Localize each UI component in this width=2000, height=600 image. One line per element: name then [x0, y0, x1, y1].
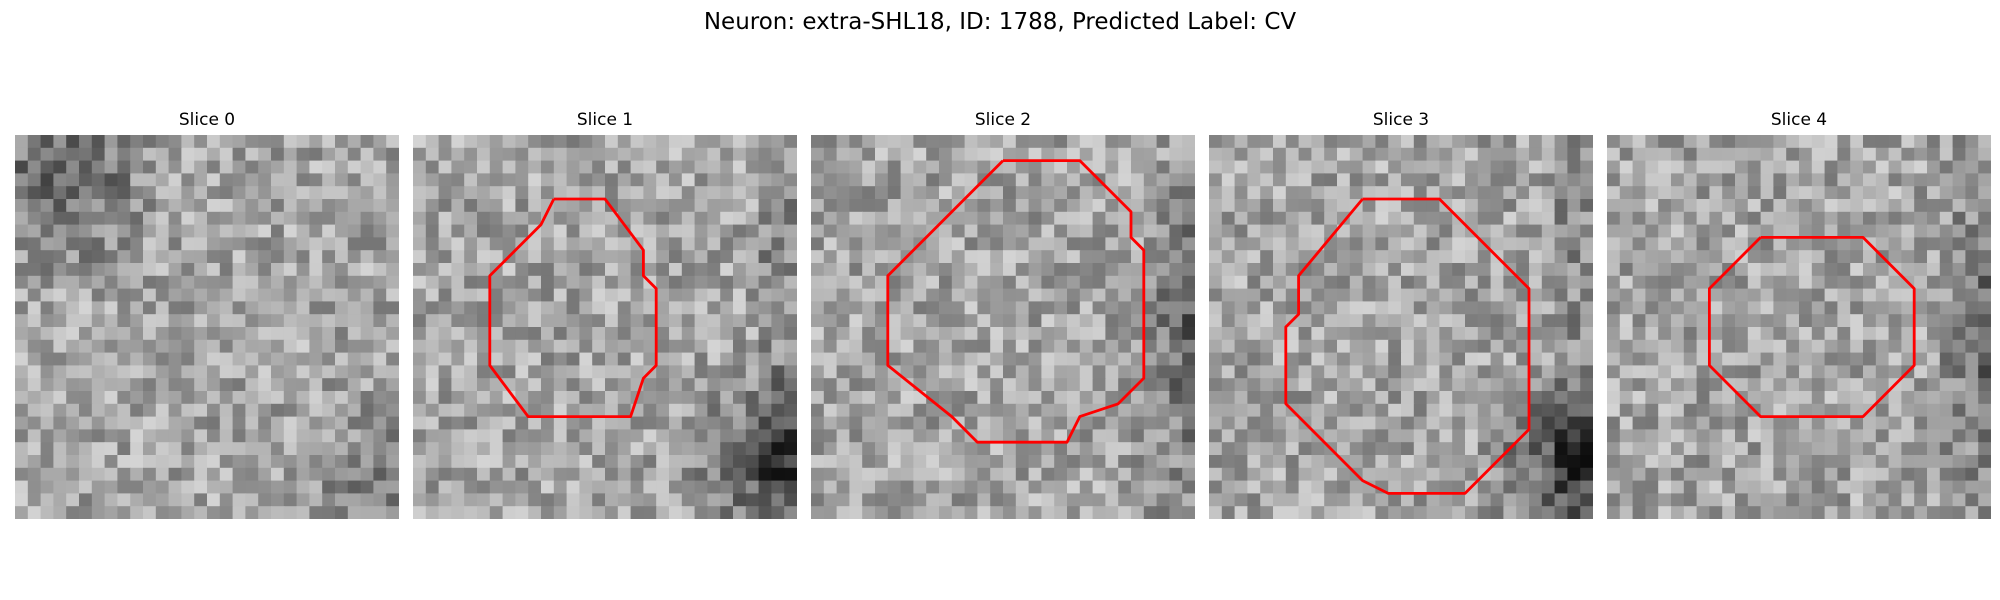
contour-outline [488, 197, 658, 419]
slice-image [413, 135, 797, 519]
slice-title: Slice 1 [576, 110, 634, 130]
slice-title: Slice 2 [974, 110, 1032, 130]
slice-image [15, 135, 399, 519]
contour-outline [886, 159, 1146, 444]
contour-outline [1707, 235, 1916, 419]
slice-title: Slice 0 [178, 110, 236, 130]
contour-outline [1284, 197, 1531, 495]
slice-title: Slice 4 [1770, 110, 1828, 130]
slice-image [1209, 135, 1593, 519]
figure-title: Neuron: extra-SHL18, ID: 1788, Predicted… [703, 9, 1297, 35]
slice-image [811, 135, 1195, 519]
slice-image [1607, 135, 1991, 519]
slice-title: Slice 3 [1372, 110, 1430, 130]
